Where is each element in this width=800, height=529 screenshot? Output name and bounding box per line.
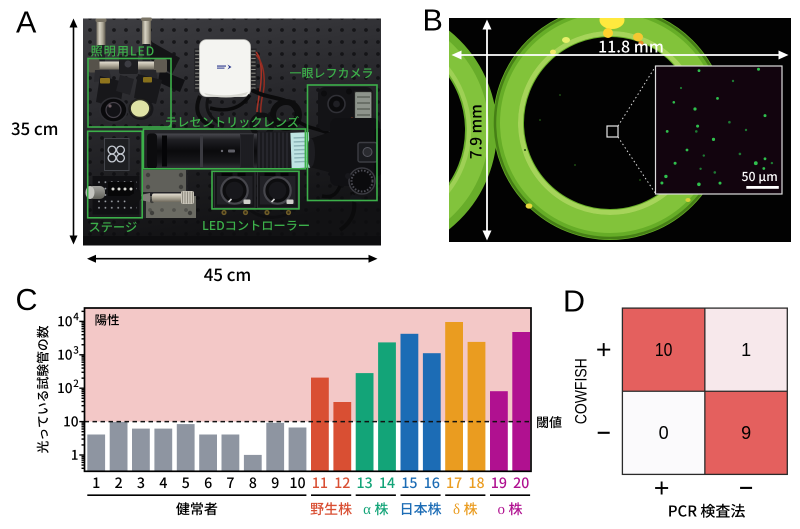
svg-text:9: 9 xyxy=(741,423,751,443)
svg-text:10: 10 xyxy=(655,340,673,360)
svg-text:COWFISH: COWFISH xyxy=(572,358,591,424)
svg-text:D: D xyxy=(563,285,585,319)
svg-text:B: B xyxy=(423,4,443,38)
svg-text:C: C xyxy=(16,283,38,317)
svg-text:A: A xyxy=(16,6,37,40)
svg-text:1: 1 xyxy=(741,340,751,360)
svg-text:0: 0 xyxy=(659,423,669,443)
